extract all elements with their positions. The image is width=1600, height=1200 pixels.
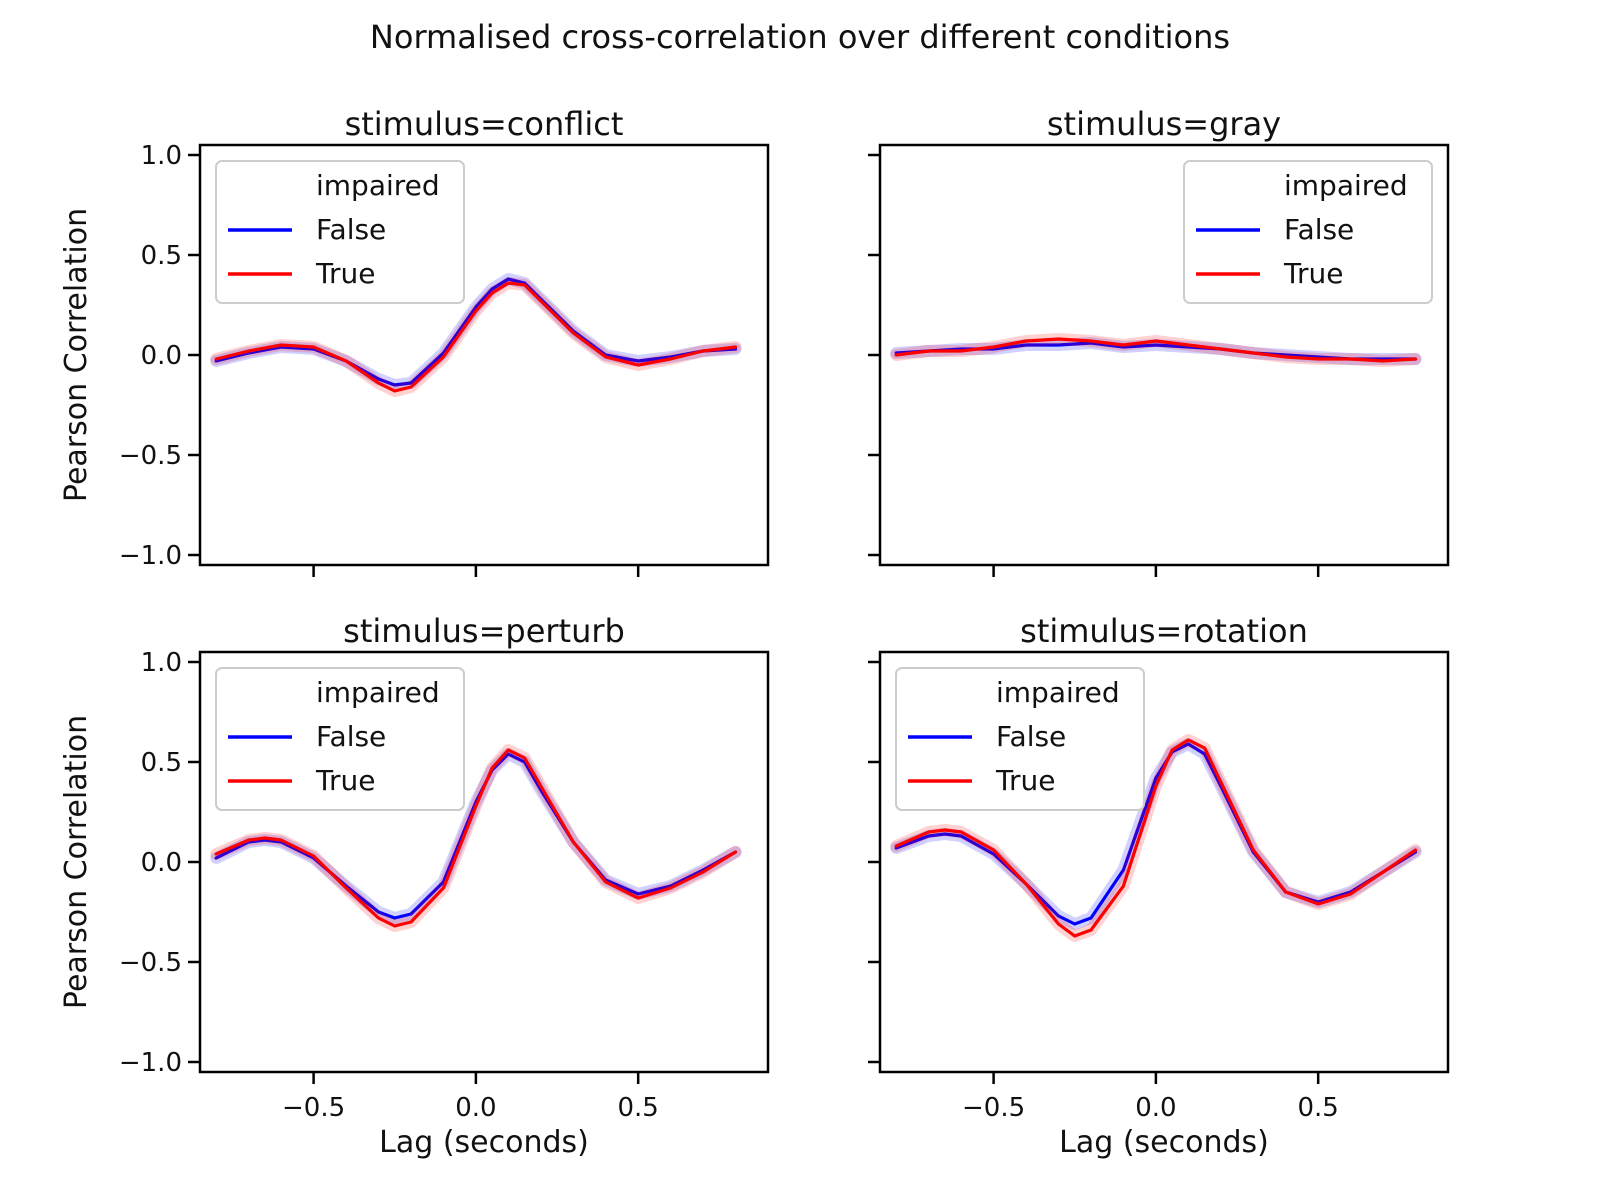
legend: impaired False True (215, 667, 465, 811)
x-tick-label: 0.5 (617, 1093, 658, 1123)
legend-entry-false: False (996, 720, 1066, 753)
legend-box (895, 667, 1145, 811)
x-tick-label: 0.0 (1135, 1093, 1176, 1123)
panel-title: stimulus=conflict (345, 105, 624, 143)
y-tick-label: 0.5 (141, 748, 182, 778)
panel-title: stimulus=rotation (1020, 612, 1308, 650)
legend-entry-false: False (316, 720, 386, 753)
panel-conflict: stimulus=conflict −1.0 −0.5 0.0 0.5 1.0 Pearso… (59, 105, 770, 577)
legend-box (215, 160, 465, 304)
y-axis-label: Pearson Correlation (59, 715, 94, 1009)
legend: impaired False True (1183, 160, 1433, 304)
legend-entry-true: True (995, 764, 1055, 797)
y-tick-label: −0.5 (119, 948, 182, 978)
y-tick-label: 0.5 (141, 241, 182, 271)
y-axis-label: Pearson Correlation (59, 208, 94, 502)
x-tick-label: 0.0 (455, 1093, 496, 1123)
legend: impaired False True (895, 667, 1145, 811)
panel-rotation: stimulus=rotation −0.5 0.0 0.5 Lag (seconds)… (868, 612, 1450, 1160)
x-tick-label: −0.5 (962, 1093, 1025, 1123)
x-tick-label: 0.5 (1297, 1093, 1338, 1123)
legend-title: impaired (316, 676, 440, 709)
legend-box (215, 667, 465, 811)
legend-title: impaired (996, 676, 1120, 709)
legend-entry-true: True (315, 257, 375, 290)
panels-group: stimulus=conflict −1.0 −0.5 0.0 0.5 1.0 Pearso… (59, 105, 1450, 1160)
legend-entry-true: True (315, 764, 375, 797)
legend-box (1183, 160, 1433, 304)
legend: impaired False True (215, 160, 465, 304)
y-tick-label: 0.0 (141, 341, 182, 371)
panel-perturb: stimulus=perturb −1.0 −0.5 0.0 0.5 1.0 −0.5 0.0… (59, 612, 770, 1160)
y-tick-label: 0.0 (141, 848, 182, 878)
y-tick-label: 1.0 (141, 648, 182, 678)
series-line-true (214, 748, 738, 928)
legend-entry-true: True (1283, 257, 1343, 290)
legend-entry-false: False (316, 213, 386, 246)
x-tick-label: −0.5 (282, 1093, 345, 1123)
y-tick-label: −0.5 (119, 441, 182, 471)
y-tick-label: −1.0 (119, 1048, 182, 1078)
series-line-true (894, 738, 1418, 938)
series-line-true (214, 281, 738, 393)
panel-title: stimulus=perturb (343, 612, 625, 650)
x-axis-label: Lag (seconds) (1059, 1125, 1269, 1160)
y-tick-label: 1.0 (141, 141, 182, 171)
legend-title: impaired (316, 169, 440, 202)
y-tick-label: −1.0 (119, 541, 182, 571)
x-axis-label: Lag (seconds) (379, 1125, 589, 1160)
legend-entry-false: False (1284, 213, 1354, 246)
legend-title: impaired (1284, 169, 1408, 202)
figure-title: Normalised cross-correlation over differ… (370, 18, 1230, 56)
panel-title: stimulus=gray (1047, 105, 1281, 143)
series-line-true (894, 337, 1418, 363)
